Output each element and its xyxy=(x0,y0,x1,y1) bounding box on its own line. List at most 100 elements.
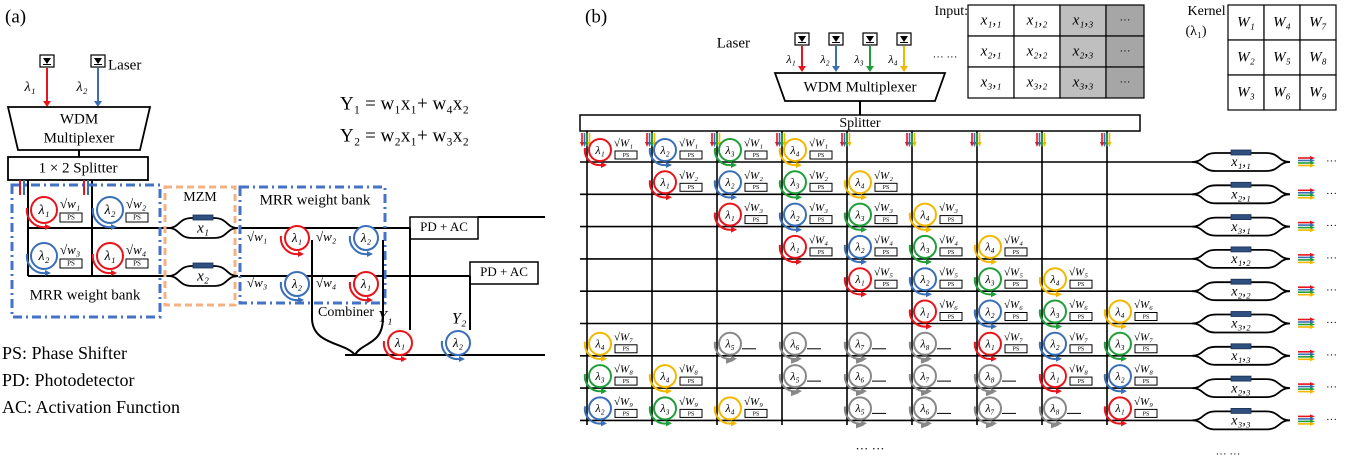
ring-label: λ₃ xyxy=(919,240,929,254)
ring-weight: √W₃ xyxy=(744,202,763,214)
ring-label: λ₁ xyxy=(1114,401,1124,415)
ring-label: λ₃ xyxy=(854,207,864,221)
arrow-head xyxy=(900,66,908,72)
phase-shifter-label: PS xyxy=(688,153,695,159)
ring-weight: √W₁ xyxy=(809,138,828,150)
phase-shifter-label: PS xyxy=(133,260,141,268)
ring-weight: √W₂ xyxy=(679,170,698,182)
arrow-head xyxy=(1310,293,1315,297)
splitter-label: Splitter xyxy=(839,116,881,131)
splitter-label: 1 × 2 Splitter xyxy=(39,160,118,176)
ring-weight: √W₂ xyxy=(874,170,893,182)
ring-label: λ₃ xyxy=(789,175,799,189)
legend-item: PS: Phase Shifter xyxy=(2,343,127,363)
ring-label: λ₇ xyxy=(919,369,929,383)
arrow-head xyxy=(459,356,465,362)
modulator-label: x₃,₁ xyxy=(1230,220,1250,235)
arrow-head xyxy=(367,251,373,257)
ring-label: λ₄ xyxy=(1114,304,1124,318)
ring-weight: √w₁ xyxy=(60,196,80,211)
ring-label: λ₄ xyxy=(984,240,994,254)
arrow-head xyxy=(991,259,997,265)
input-value: x₃,₂ xyxy=(1026,74,1048,90)
arrow-head xyxy=(926,324,932,330)
ellipsis: ··· xyxy=(1326,349,1337,361)
arrow-head xyxy=(1310,325,1315,329)
ring-weight: √W₈ xyxy=(679,364,698,376)
ring-label: λ₃ xyxy=(659,401,669,415)
ring-weight: √W₈ xyxy=(1134,364,1153,376)
ring-label: λ₄ xyxy=(594,337,604,351)
ring-label: λ₄ xyxy=(1049,272,1059,286)
legend-item: PD: Photodetector xyxy=(2,370,135,390)
phase-shifter-label: PS xyxy=(883,282,890,288)
ring-weight: √W₅ xyxy=(1069,267,1088,279)
combiner-label: Combiner xyxy=(318,305,374,320)
ring-weight: √W₃ xyxy=(809,202,828,214)
multiplexer-label: WDM xyxy=(60,111,98,127)
phase-shifter-label: PS xyxy=(1143,314,1150,320)
ring-weight: √W₇ xyxy=(1004,331,1023,343)
wavelength-label: λ₃ xyxy=(853,52,863,66)
phase-shifter-label: PS xyxy=(753,153,760,159)
kernel-value: W₂ xyxy=(1237,49,1255,65)
kernel-value: W₃ xyxy=(1237,84,1255,100)
ellipsis: ··· ··· xyxy=(933,52,958,64)
phase-shifter-label: PS xyxy=(1013,250,1020,256)
ring-label: λ₁ xyxy=(789,240,799,254)
arrow-head xyxy=(666,420,672,426)
arrow-head xyxy=(798,66,806,72)
ring-weight: √w₄ xyxy=(316,275,337,290)
ring-weight: √W₄ xyxy=(809,234,828,246)
wavelength-label: λ₄ xyxy=(887,52,897,66)
arrow-head xyxy=(926,227,932,233)
input-value: ··· xyxy=(1120,77,1131,89)
arrow-head xyxy=(1108,142,1112,147)
modulator-label: x₃,₃ xyxy=(1230,414,1251,429)
ring-label: λ₁ xyxy=(594,143,604,157)
arrow-head xyxy=(731,162,737,168)
arrow-head xyxy=(848,142,852,147)
ring-label: λ₂ xyxy=(452,335,464,350)
ring-label: λ₂ xyxy=(291,276,303,291)
arrow-head xyxy=(861,227,867,233)
arrow-head xyxy=(1056,291,1062,297)
arrow-head xyxy=(991,291,997,297)
arrow-head xyxy=(601,388,607,394)
ring-label: λ₇ xyxy=(854,337,864,351)
ring-label: λ₆ xyxy=(789,337,799,351)
ring-label: λ₆ xyxy=(919,401,929,415)
arrow-head xyxy=(666,388,672,394)
phase-shifter-label: PS xyxy=(67,214,75,222)
phase-shifter-label: PS xyxy=(1078,282,1085,288)
figure: (a)Laserλ₁λ₂WDMMultiplexer1 × 2 Splitter… xyxy=(0,0,1358,456)
legend-item: AC: Activation Function xyxy=(2,397,180,417)
ring-label: λ₂ xyxy=(854,240,864,254)
ring-weight: √W₅ xyxy=(939,267,958,279)
ring-label: λ₁ xyxy=(1049,369,1059,383)
ring-weight: √w₄ xyxy=(126,242,147,257)
ring-label: λ₃ xyxy=(1114,337,1124,351)
ellipsis: ··· xyxy=(1326,156,1337,168)
kernel-value: W₁ xyxy=(1237,14,1255,30)
arrow-head xyxy=(731,194,737,200)
arrow-head xyxy=(601,162,607,168)
arrow-head xyxy=(866,66,874,72)
wavelength-label: λ₂ xyxy=(76,80,88,95)
modulator-label: x₁,₂ xyxy=(1230,252,1251,267)
phase-shifter-label: PS xyxy=(948,314,955,320)
ring-label: λ₄ xyxy=(854,175,864,189)
modulator-label: x₂,₂ xyxy=(1230,284,1251,299)
phase-shifter-label: PS xyxy=(753,411,760,417)
pd-ac-label: PD + AC xyxy=(480,264,528,279)
arrow-head xyxy=(1121,356,1127,362)
ellipsis: ··· ··· xyxy=(855,441,884,456)
ellipsis: ··· xyxy=(1326,188,1337,200)
ring-weight: √w₃ xyxy=(60,242,80,257)
arrow-head xyxy=(666,194,672,200)
arrow-head xyxy=(978,142,982,147)
ring-weight: √W₉ xyxy=(679,396,698,408)
arrow-head xyxy=(1310,228,1315,232)
arrow-head xyxy=(861,194,867,200)
ring-label: λ₂ xyxy=(594,401,604,415)
